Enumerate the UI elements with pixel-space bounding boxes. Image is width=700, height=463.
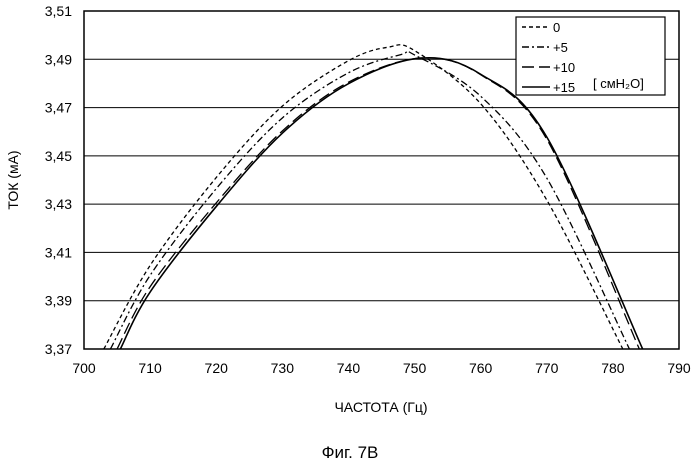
series-line-2: [110, 51, 629, 349]
y-tick-label: 3,47: [45, 100, 72, 116]
y-tick-label: 3,49: [45, 51, 72, 67]
series-line-4: [120, 58, 642, 349]
x-tick-label: 780: [601, 360, 625, 376]
x-tick-label: 770: [535, 360, 559, 376]
figure-caption: Фиг. 7В: [322, 443, 379, 462]
legend-label: +5: [553, 40, 568, 55]
x-tick-label: 790: [667, 360, 691, 376]
y-tick-label: 3,41: [45, 244, 72, 260]
legend-unit-label: [ смH₂O]: [593, 76, 644, 91]
x-tick-label: 700: [72, 360, 96, 376]
y-axis-ticks: 3,37 3,39 3,41 3,43 3,45 3,47 3,49 3,51: [45, 3, 72, 357]
y-tick-label: 3,51: [45, 3, 72, 19]
y-tick-label: 3,43: [45, 196, 72, 212]
y-tick-label: 3,37: [45, 341, 72, 357]
series-line-3: [117, 58, 639, 349]
legend: 0 +5 +10 +15 [ смH₂O]: [516, 17, 665, 95]
x-tick-label: 730: [271, 360, 295, 376]
x-axis-ticks: 700 710 720 730 740 750 760 770 780 790: [72, 360, 691, 376]
y-tick-label: 3,45: [45, 148, 72, 164]
x-tick-label: 760: [469, 360, 493, 376]
legend-label: +10: [553, 60, 575, 75]
x-tick-label: 720: [205, 360, 229, 376]
x-tick-label: 740: [337, 360, 361, 376]
legend-label: 0: [553, 20, 560, 35]
x-axis-label: ЧАСТОТА (Гц): [334, 399, 427, 415]
legend-label: +15: [553, 80, 575, 95]
x-tick-label: 750: [403, 360, 427, 376]
x-tick-label: 710: [138, 360, 162, 376]
y-tick-label: 3,39: [45, 293, 72, 309]
y-axis-label: ТОК (мА): [5, 150, 21, 209]
